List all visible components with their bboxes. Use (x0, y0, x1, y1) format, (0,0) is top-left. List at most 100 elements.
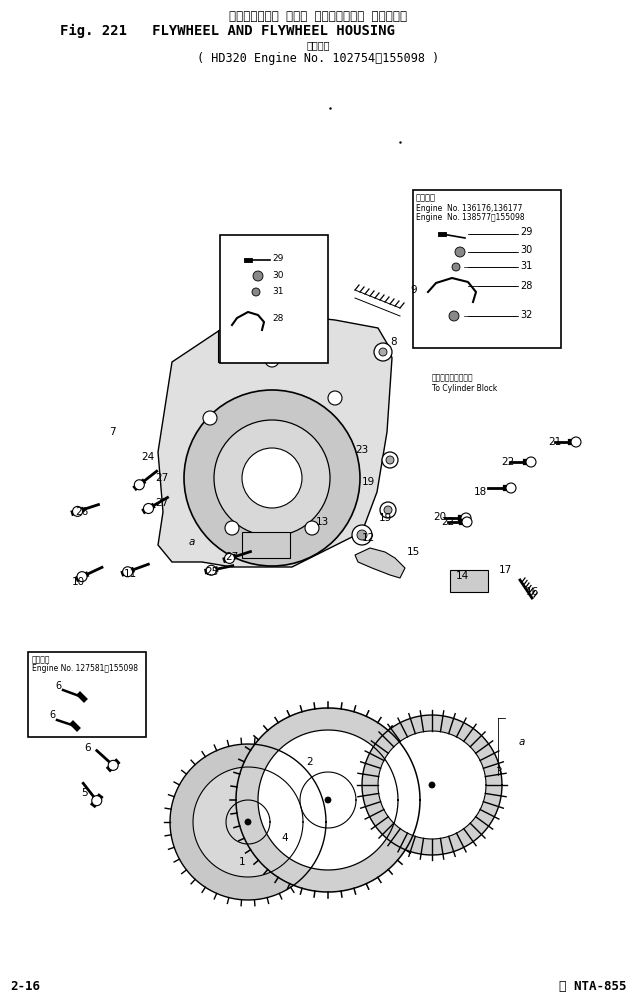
Circle shape (325, 797, 331, 803)
Text: 9: 9 (410, 285, 417, 295)
Text: 1: 1 (239, 857, 245, 867)
Text: Fig. 221   FLYWHEEL AND FLYWHEEL HOUSING: Fig. 221 FLYWHEEL AND FLYWHEEL HOUSING (60, 24, 395, 38)
Text: 7: 7 (109, 427, 115, 437)
Text: 28: 28 (520, 281, 533, 291)
Text: 適用号機: 適用号機 (416, 193, 436, 202)
Circle shape (571, 437, 581, 447)
Text: 31: 31 (272, 286, 283, 295)
Circle shape (253, 271, 263, 281)
Text: 11: 11 (124, 569, 136, 579)
Polygon shape (236, 708, 420, 892)
Text: 16: 16 (526, 587, 539, 597)
Circle shape (455, 247, 465, 257)
Circle shape (352, 525, 372, 545)
Text: To Cylinder Block: To Cylinder Block (432, 384, 497, 393)
Circle shape (184, 390, 360, 566)
Bar (413, 190, 561, 348)
Text: 2-16: 2-16 (10, 980, 40, 993)
Text: 12: 12 (361, 533, 375, 543)
Text: 17: 17 (498, 565, 512, 575)
Circle shape (461, 513, 471, 523)
Text: 10: 10 (71, 577, 85, 587)
Circle shape (357, 530, 367, 540)
Circle shape (265, 353, 279, 367)
Text: Engine  No. 138577～155098: Engine No. 138577～155098 (416, 213, 525, 222)
Text: 27: 27 (155, 498, 169, 508)
Circle shape (462, 517, 472, 527)
Text: 32: 32 (520, 310, 533, 320)
Polygon shape (355, 548, 405, 578)
Circle shape (382, 452, 398, 468)
Text: a: a (189, 537, 195, 547)
Text: 22: 22 (441, 517, 455, 527)
Circle shape (452, 263, 460, 271)
Text: 8: 8 (390, 337, 397, 347)
Text: 29: 29 (272, 253, 283, 262)
Text: 18: 18 (473, 487, 487, 497)
Polygon shape (258, 730, 398, 870)
Bar (450, 570, 488, 592)
Bar (218, 330, 278, 362)
Text: 27: 27 (225, 552, 239, 562)
Circle shape (134, 479, 145, 489)
Text: a: a (519, 737, 525, 747)
Circle shape (123, 567, 132, 577)
Circle shape (380, 502, 396, 518)
Circle shape (206, 565, 216, 575)
Bar (28, 652, 146, 737)
Polygon shape (158, 315, 392, 567)
Text: 20: 20 (433, 512, 447, 522)
Circle shape (374, 343, 392, 361)
Text: ⓢ NTA-855: ⓢ NTA-855 (559, 980, 627, 993)
Circle shape (77, 572, 87, 582)
Text: 2: 2 (306, 757, 313, 767)
Circle shape (143, 504, 154, 514)
Text: 6: 6 (85, 743, 91, 753)
Text: Engine No. 127581～155098: Engine No. 127581～155098 (32, 664, 138, 673)
Circle shape (92, 796, 102, 806)
Text: シリンダブロックへ: シリンダブロックへ (432, 374, 474, 383)
Circle shape (214, 420, 330, 536)
Text: 25: 25 (205, 567, 218, 577)
Text: 29: 29 (520, 227, 533, 237)
Text: 13: 13 (315, 517, 329, 527)
Text: 27: 27 (155, 473, 169, 483)
Circle shape (242, 448, 302, 508)
Circle shape (245, 819, 251, 825)
Text: 3: 3 (495, 767, 501, 777)
Polygon shape (362, 715, 502, 855)
Bar (242, 532, 290, 558)
Text: 適用号機: 適用号機 (306, 40, 330, 50)
Text: 適用号機: 適用号機 (32, 655, 50, 664)
Circle shape (225, 521, 239, 535)
Circle shape (73, 507, 83, 517)
Text: 22: 22 (501, 457, 515, 467)
Circle shape (224, 554, 234, 564)
Bar (220, 235, 328, 363)
Text: 24: 24 (141, 452, 155, 462)
Text: 6: 6 (55, 681, 61, 691)
Circle shape (252, 288, 260, 296)
Text: 19: 19 (361, 477, 375, 487)
Text: 14: 14 (455, 571, 469, 581)
Circle shape (384, 506, 392, 514)
Polygon shape (170, 744, 326, 900)
Text: フライホイール および フライホイール ハウジング: フライホイール および フライホイール ハウジング (229, 10, 407, 23)
Text: 15: 15 (406, 547, 420, 557)
Text: Engine  No. 136176,136177: Engine No. 136176,136177 (416, 204, 522, 213)
Circle shape (108, 761, 118, 771)
Circle shape (449, 311, 459, 321)
Text: 4: 4 (282, 833, 289, 843)
Text: 21: 21 (548, 437, 562, 447)
Circle shape (305, 521, 319, 535)
Text: 6: 6 (49, 710, 55, 720)
Text: ( HD320 Engine No. 102754～155098 ): ( HD320 Engine No. 102754～155098 ) (197, 52, 439, 65)
Text: 19: 19 (378, 513, 392, 523)
Text: 26: 26 (75, 507, 89, 517)
Text: 30: 30 (272, 270, 283, 279)
Circle shape (379, 348, 387, 356)
Polygon shape (378, 731, 486, 839)
Text: 31: 31 (520, 261, 533, 271)
Circle shape (429, 782, 435, 788)
Text: 5: 5 (82, 788, 89, 798)
